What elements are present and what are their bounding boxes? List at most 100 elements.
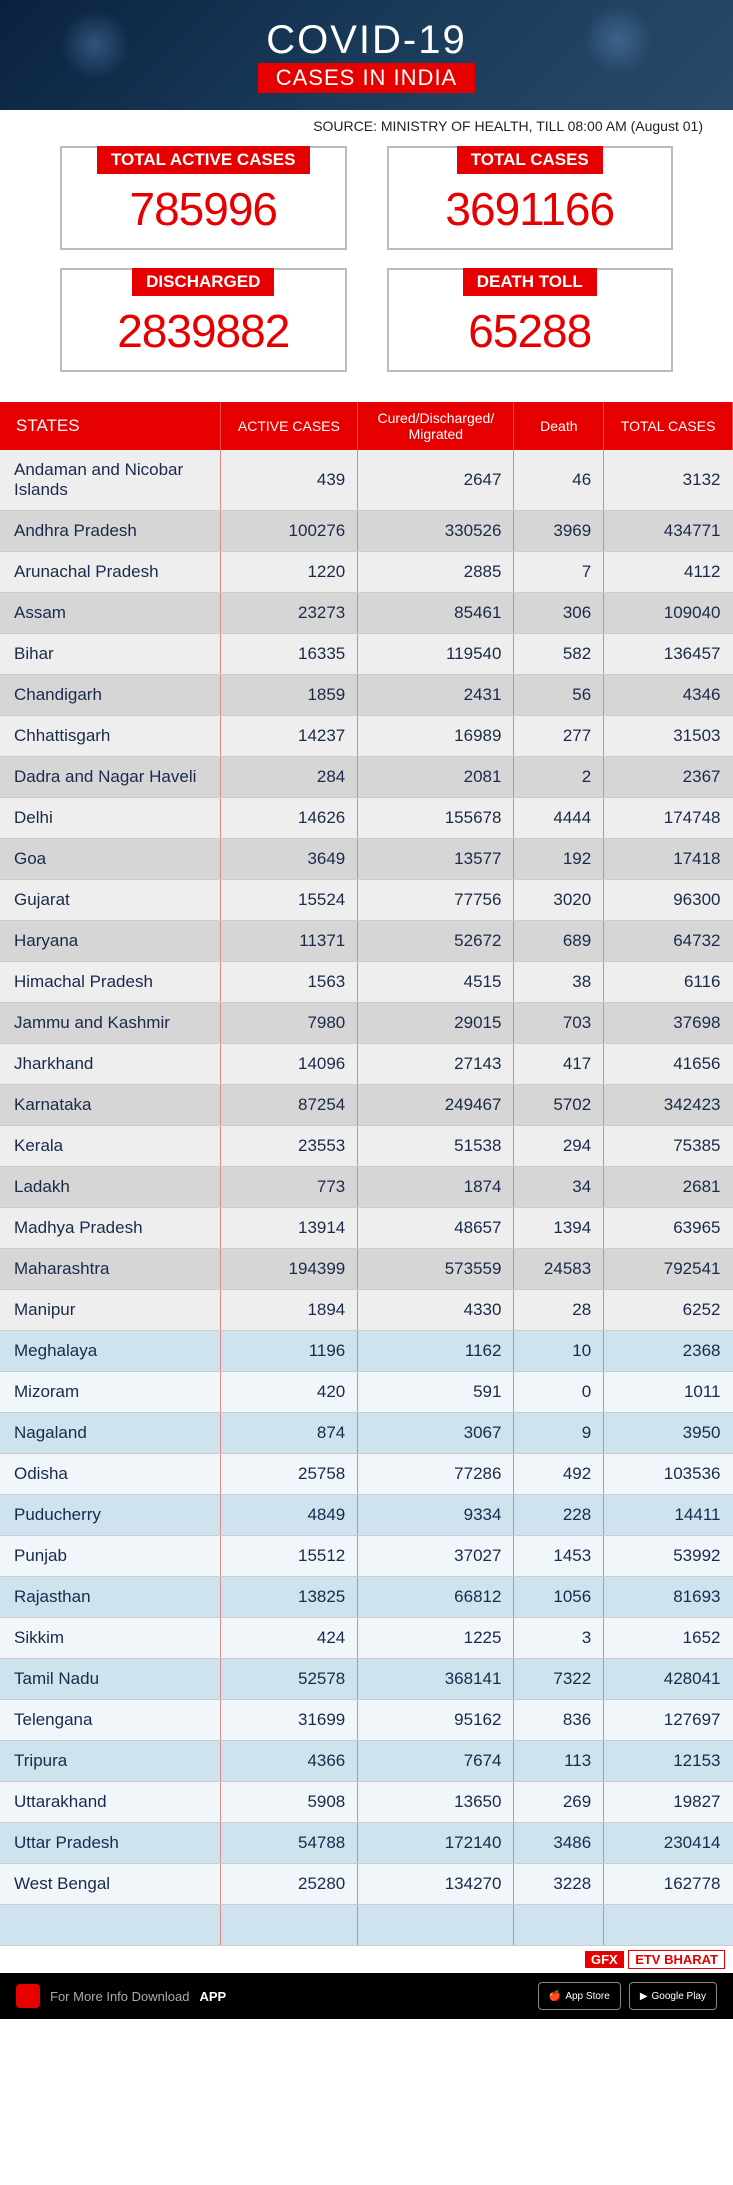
value-cell: 41656 [604, 1044, 733, 1085]
value-cell: 1220 [220, 552, 358, 593]
state-name-cell: Punjab [0, 1536, 220, 1577]
state-name-cell: Manipur [0, 1290, 220, 1331]
value-cell: 417 [514, 1044, 604, 1085]
state-name-cell: Ladakh [0, 1167, 220, 1208]
summary-card: TOTAL CASES 3691166 [387, 146, 674, 250]
value-cell: 174748 [604, 798, 733, 839]
table-row: Ladakh7731874342681 [0, 1167, 733, 1208]
source-line: SOURCE: MINISTRY OF HEALTH, TILL 08:00 A… [0, 110, 733, 140]
table-row: Delhi146261556784444174748 [0, 798, 733, 839]
summary-value: 2839882 [62, 304, 345, 358]
table-row: Jammu and Kashmir79802901570337698 [0, 1003, 733, 1044]
value-cell: 52672 [358, 921, 514, 962]
etv-badge: ETV BHARAT [628, 1950, 725, 1969]
state-name-cell: Tamil Nadu [0, 1659, 220, 1700]
state-name-cell: Uttar Pradesh [0, 1823, 220, 1864]
table-row: Andaman and Nicobar Islands4392647463132 [0, 450, 733, 511]
state-name-cell: Himachal Pradesh [0, 962, 220, 1003]
table-row: Assam2327385461306109040 [0, 593, 733, 634]
value-cell: 136457 [604, 634, 733, 675]
value-cell: 13650 [358, 1782, 514, 1823]
column-header: STATES [0, 402, 220, 450]
value-cell: 11371 [220, 921, 358, 962]
value-cell: 54788 [220, 1823, 358, 1864]
table-row: Bihar16335119540582136457 [0, 634, 733, 675]
value-cell: 66812 [358, 1577, 514, 1618]
value-cell: 2 [514, 757, 604, 798]
state-name-cell: Tripura [0, 1741, 220, 1782]
value-cell: 113 [514, 1741, 604, 1782]
table-row: Andhra Pradesh1002763305263969434771 [0, 511, 733, 552]
value-cell: 63965 [604, 1208, 733, 1249]
value-cell: 13914 [220, 1208, 358, 1249]
footer-text: For More Info Download [50, 1989, 189, 2004]
value-cell [220, 1905, 358, 1946]
value-cell: 230414 [604, 1823, 733, 1864]
value-cell: 4444 [514, 798, 604, 839]
table-row: Goa36491357719217418 [0, 839, 733, 880]
summary-label: TOTAL CASES [457, 146, 603, 174]
value-cell: 4112 [604, 552, 733, 593]
value-cell: 23553 [220, 1126, 358, 1167]
table-row: Arunachal Pradesh1220288574112 [0, 552, 733, 593]
table-row: Chhattisgarh142371698927731503 [0, 716, 733, 757]
value-cell: 23273 [220, 593, 358, 634]
value-cell: 1225 [358, 1618, 514, 1659]
state-name-cell: Kerala [0, 1126, 220, 1167]
value-cell: 31503 [604, 716, 733, 757]
state-name-cell: Delhi [0, 798, 220, 839]
value-cell [514, 1905, 604, 1946]
value-cell: 3950 [604, 1413, 733, 1454]
value-cell: 0 [514, 1372, 604, 1413]
table-row: Jharkhand140962714341741656 [0, 1044, 733, 1085]
state-name-cell: Telengana [0, 1700, 220, 1741]
state-name-cell: Haryana [0, 921, 220, 962]
summary-value: 65288 [389, 304, 672, 358]
value-cell: 249467 [358, 1085, 514, 1126]
value-cell: 16989 [358, 716, 514, 757]
play-icon: ▶ [640, 1991, 648, 2002]
value-cell: 27143 [358, 1044, 514, 1085]
summary-card: TOTAL ACTIVE CASES785996 [60, 146, 347, 250]
value-cell: 12153 [604, 1741, 733, 1782]
value-cell: 368141 [358, 1659, 514, 1700]
value-cell: 192 [514, 839, 604, 880]
value-cell: 162778 [604, 1864, 733, 1905]
value-cell: 439 [220, 450, 358, 511]
state-name-cell: Chhattisgarh [0, 716, 220, 757]
value-cell: 874 [220, 1413, 358, 1454]
table-row: Gujarat1552477756302096300 [0, 880, 733, 921]
value-cell: 1056 [514, 1577, 604, 1618]
value-cell: 96300 [604, 880, 733, 921]
value-cell: 31699 [220, 1700, 358, 1741]
value-cell: 4366 [220, 1741, 358, 1782]
value-cell: 5908 [220, 1782, 358, 1823]
value-cell: 294 [514, 1126, 604, 1167]
state-name-cell: Meghalaya [0, 1331, 220, 1372]
value-cell: 1874 [358, 1167, 514, 1208]
table-row: Telengana3169995162836127697 [0, 1700, 733, 1741]
value-cell: 119540 [358, 634, 514, 675]
value-cell: 3020 [514, 880, 604, 921]
value-cell: 51538 [358, 1126, 514, 1167]
value-cell: 1894 [220, 1290, 358, 1331]
table-row: West Bengal252801342703228162778 [0, 1864, 733, 1905]
state-name-cell: Sikkim [0, 1618, 220, 1659]
summary-value: 3691166 [389, 182, 672, 236]
value-cell: 792541 [604, 1249, 733, 1290]
state-name-cell: Madhya Pradesh [0, 1208, 220, 1249]
summary-label: DISCHARGED [132, 268, 274, 296]
value-cell: 9334 [358, 1495, 514, 1536]
google-play-badge[interactable]: ▶ Google Play [629, 1982, 717, 2010]
value-cell: 109040 [604, 593, 733, 634]
value-cell: 1394 [514, 1208, 604, 1249]
state-name-cell: Mizoram [0, 1372, 220, 1413]
table-row: Karnataka872542494675702342423 [0, 1085, 733, 1126]
value-cell: 434771 [604, 511, 733, 552]
value-cell: 13825 [220, 1577, 358, 1618]
table-row: Uttarakhand59081365026919827 [0, 1782, 733, 1823]
app-store-badge[interactable]: 🍎 App Store [538, 1982, 621, 2010]
value-cell: 24583 [514, 1249, 604, 1290]
state-name-cell: Uttarakhand [0, 1782, 220, 1823]
value-cell: 34 [514, 1167, 604, 1208]
